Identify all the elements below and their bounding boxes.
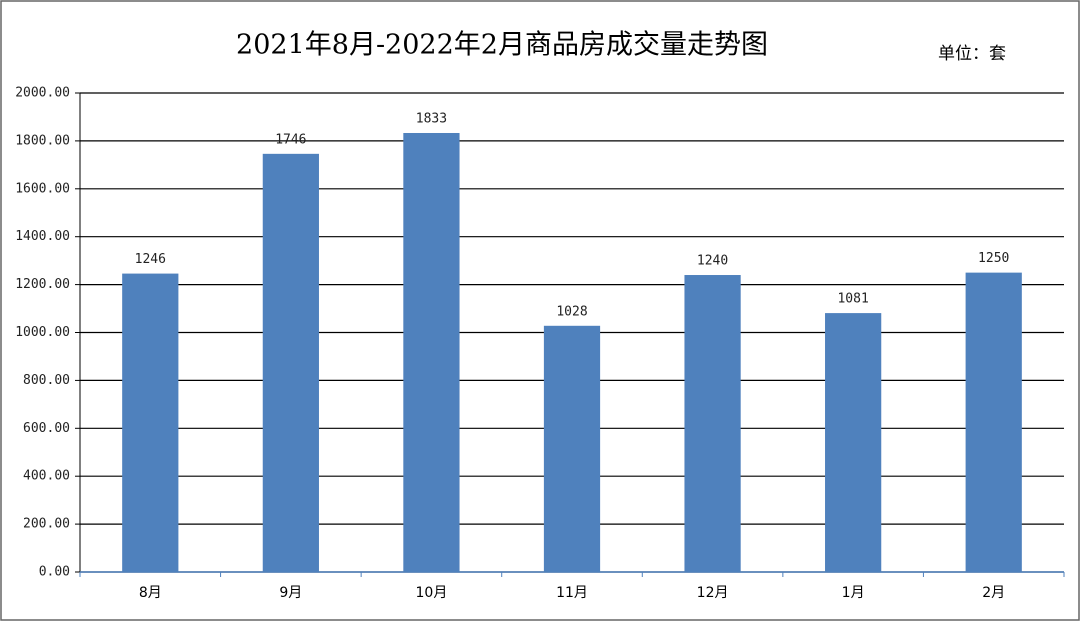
x-tick-label: 2月 bbox=[982, 585, 1005, 601]
y-tick-label: 1000.00 bbox=[15, 325, 70, 340]
y-tick-label: 0.00 bbox=[39, 565, 70, 580]
value-label: 1028 bbox=[556, 304, 587, 319]
x-tick-label: 10月 bbox=[416, 585, 448, 601]
x-tick-label: 12月 bbox=[697, 585, 729, 601]
y-tick-label: 1200.00 bbox=[15, 277, 70, 292]
bar bbox=[965, 272, 1022, 572]
y-tick-label: 1800.00 bbox=[15, 133, 70, 148]
y-tick-label: 800.00 bbox=[23, 373, 70, 388]
value-label: 1246 bbox=[135, 252, 166, 267]
bar bbox=[403, 132, 460, 572]
bar bbox=[262, 153, 319, 572]
bar bbox=[543, 325, 601, 572]
y-tick-label: 2000.00 bbox=[15, 86, 70, 101]
y-tick-label: 600.00 bbox=[23, 421, 70, 436]
bar bbox=[825, 313, 882, 572]
x-tick-label: 1月 bbox=[842, 585, 865, 601]
value-label: 1081 bbox=[837, 292, 868, 307]
bar bbox=[122, 273, 179, 572]
value-label: 1833 bbox=[416, 111, 447, 126]
bar bbox=[684, 275, 741, 572]
y-tick-label: 1600.00 bbox=[15, 181, 70, 196]
y-tick-label: 200.00 bbox=[23, 517, 70, 532]
unit-label: 单位：套 bbox=[938, 44, 1006, 64]
value-label: 1250 bbox=[978, 251, 1009, 266]
x-tick-label: 9月 bbox=[279, 585, 302, 601]
y-tick-label: 1400.00 bbox=[15, 229, 70, 244]
value-label: 1240 bbox=[697, 254, 728, 269]
value-label: 1746 bbox=[275, 132, 306, 147]
x-tick-label: 11月 bbox=[556, 585, 588, 601]
chart-title: 2021年8月-2022年2月商品房成交量走势图 bbox=[236, 30, 768, 61]
x-tick-label: 8月 bbox=[139, 585, 162, 601]
y-tick-label: 400.00 bbox=[23, 469, 70, 484]
